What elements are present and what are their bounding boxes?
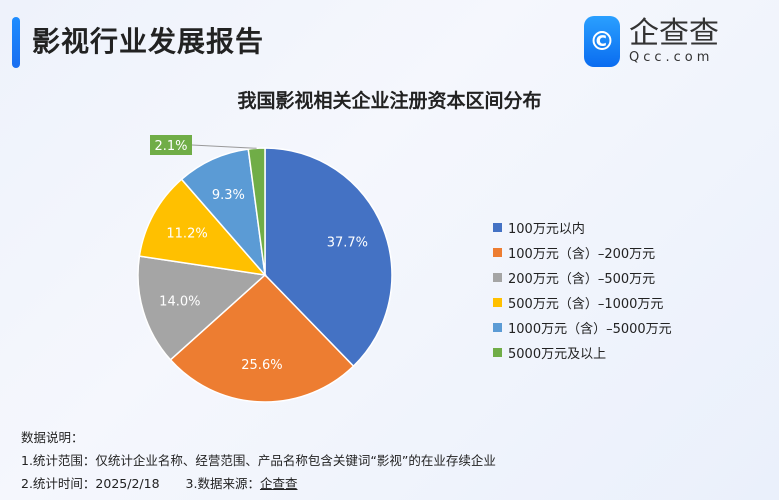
slice-label: 25.6% xyxy=(241,358,282,373)
pie-slice xyxy=(137,255,267,361)
legend-label: 100万元以内 xyxy=(508,222,585,237)
logo-en: Qcc.com xyxy=(629,50,714,65)
notes-time: 2.统计时间：2025/2/18 xyxy=(21,476,160,491)
pie-slice xyxy=(247,147,266,276)
legend-swatch xyxy=(493,223,502,232)
pie-slice xyxy=(138,178,267,277)
legend-swatch xyxy=(493,348,502,357)
legend-item: 100万元（含）–200万元 xyxy=(493,240,672,265)
notes-source: 企查查 xyxy=(259,476,298,491)
slice-label: 9.3% xyxy=(212,188,245,203)
data-notes: 数据说明： 1.统计范围：仅统计企业名称、经营范围、产品名称包含关键词“影视”的… xyxy=(21,426,496,495)
qcc-logo: © 企查查 Qcc.com xyxy=(584,16,719,67)
pie-slice xyxy=(264,147,393,368)
notes-scope: 1.统计范围：仅统计企业名称、经营范围、产品名称包含关键词“影视”的在业存续企业 xyxy=(21,453,496,468)
notes-source-label: 3.数据来源： xyxy=(185,476,260,491)
legend-item: 5000万元及以上 xyxy=(493,340,672,365)
legend-swatch xyxy=(493,248,502,257)
q-logo-icon: © xyxy=(584,16,620,67)
legend-label: 100万元（含）–200万元 xyxy=(508,247,656,262)
legend-swatch xyxy=(493,298,502,307)
leader-line xyxy=(191,144,257,149)
slice-label: 11.2% xyxy=(166,226,207,241)
legend-item: 500万元（含）–1000万元 xyxy=(493,290,672,315)
legend: 100万元以内 100万元（含）–200万元 200万元（含）–500万元 500万元… xyxy=(493,215,672,365)
legend-label: 1000万元（含）–5000万元 xyxy=(508,322,672,337)
notes-time-source: 2.统计时间：2025/2/18 3.数据来源：企查查 xyxy=(21,472,496,495)
logo-cn: 企查查 xyxy=(629,16,719,51)
legend-label: 5000万元及以上 xyxy=(508,347,607,362)
notes-heading: 数据说明： xyxy=(21,430,84,445)
legend-label: 200万元（含）–500万元 xyxy=(508,272,656,287)
pie-slice xyxy=(169,273,355,403)
legend-swatch xyxy=(493,273,502,282)
slice-label: 2.1% xyxy=(154,139,187,154)
slice-label: 14.0% xyxy=(159,294,200,309)
page-title: 影视行业发展报告 xyxy=(32,25,265,58)
legend-item: 100万元以内 xyxy=(493,215,672,240)
chart-title: 我国影视相关企业注册资本区间分布 xyxy=(237,90,542,112)
legend-item: 1000万元（含）–5000万元 xyxy=(493,315,672,340)
slice-label: 37.7% xyxy=(327,236,368,251)
title-accent-bar xyxy=(12,17,20,68)
legend-swatch xyxy=(493,323,502,332)
legend-item: 200万元（含）–500万元 xyxy=(493,265,672,290)
legend-label: 500万元（含）–1000万元 xyxy=(508,297,664,312)
slice-label-box xyxy=(150,135,192,155)
